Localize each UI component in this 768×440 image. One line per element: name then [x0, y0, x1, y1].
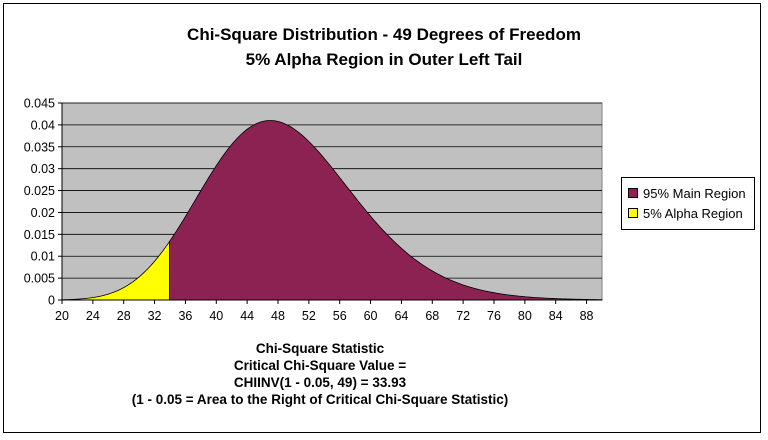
x-tick-label: 72	[456, 309, 470, 323]
y-tick-label: 0.005	[24, 272, 55, 286]
y-tick-label: 0.01	[31, 250, 55, 264]
y-tick-label: 0.03	[31, 162, 55, 176]
x-tick-label: 56	[333, 309, 347, 323]
y-tick-label: 0.015	[24, 228, 55, 242]
legend-label-alpha: 5% Alpha Region	[643, 205, 743, 221]
critical-value-formula: CHIINV(1 - 0.05, 49) = 33.93	[233, 375, 407, 390]
chart-subtitle: 5% Alpha Region in Outer Left Tail	[245, 50, 523, 69]
chart-title: Chi-Square Distribution - 49 Degrees of …	[187, 25, 581, 44]
x-tick-label: 88	[580, 309, 594, 323]
legend-item-alpha: 5% Alpha Region	[628, 205, 743, 221]
y-tick-label: 0.025	[24, 184, 55, 198]
legend: 95% Main Region 5% Alpha Region	[621, 177, 755, 230]
area-note: (1 - 0.05 = Area to the Right of Critica…	[131, 392, 509, 407]
x-tick-label: 68	[425, 309, 439, 323]
critical-value-label: Critical Chi-Square Value =	[233, 358, 407, 373]
x-tick-label: 40	[209, 309, 223, 323]
x-tick-label: 44	[240, 309, 254, 323]
x-tick-label: 64	[394, 309, 408, 323]
alpha-region-area	[61, 240, 170, 301]
y-axis-ticks: 0 0.005 0.01 0.015 0.02 0.025 0.03 0.035 0.04 0.0…	[24, 97, 62, 308]
x-axis-title: Chi-Square Statistic	[255, 341, 385, 356]
x-tick-label: 76	[487, 309, 501, 323]
y-tick-label: 0	[48, 294, 55, 308]
x-tick-label: 28	[117, 309, 131, 323]
x-axis-ticks: 20 24 28 32 36 40 44 48 52 56 60 64 68 72 76 80 84 88	[55, 300, 594, 323]
y-tick-label: 0.045	[24, 97, 55, 111]
x-tick-label: 80	[518, 309, 532, 323]
x-tick-label: 60	[364, 309, 378, 323]
legend-swatch-main	[628, 188, 638, 198]
x-tick-label: 32	[148, 309, 162, 323]
x-tick-label: 48	[271, 309, 285, 323]
x-tick-label: 20	[55, 309, 69, 323]
main-region-area	[169, 120, 603, 301]
x-tick-label: 36	[178, 309, 192, 323]
y-tick-label: 0.035	[24, 140, 55, 154]
y-tick-label: 0.02	[31, 206, 55, 220]
legend-item-main: 95% Main Region	[628, 185, 746, 201]
legend-swatch-alpha	[628, 208, 638, 218]
legend-label-main: 95% Main Region	[643, 185, 746, 201]
x-tick-label: 84	[549, 309, 563, 323]
x-tick-label: 52	[302, 309, 316, 323]
y-tick-label: 0.04	[31, 118, 55, 132]
x-tick-label: 24	[86, 309, 100, 323]
